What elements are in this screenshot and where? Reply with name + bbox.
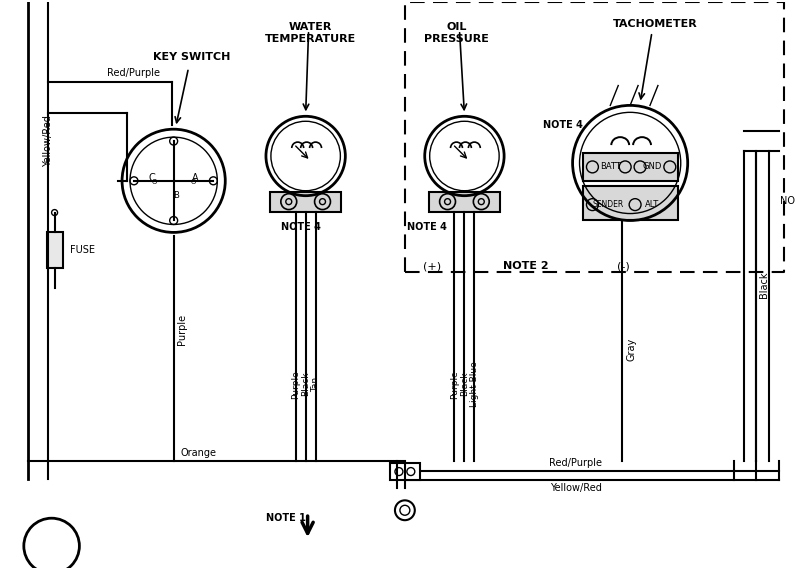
Text: NOTE 2: NOTE 2 <box>503 261 549 271</box>
Text: Red/Purple: Red/Purple <box>107 68 160 78</box>
Text: Tan: Tan <box>311 377 320 392</box>
Text: NOTE 4: NOTE 4 <box>407 222 447 233</box>
Text: Black: Black <box>759 272 769 298</box>
Text: NOTE 1: NOTE 1 <box>266 513 306 523</box>
Text: O: O <box>191 179 196 185</box>
Bar <box>390 463 420 481</box>
Text: O: O <box>151 179 157 185</box>
Text: Red/Purple: Red/Purple <box>549 458 602 467</box>
Bar <box>429 192 500 211</box>
Text: BATT: BATT <box>600 162 621 172</box>
Text: SENDER: SENDER <box>593 200 624 209</box>
Bar <box>583 153 678 181</box>
Text: WATER
TEMPERATURE: WATER TEMPERATURE <box>265 22 356 44</box>
Text: NOTE 4: NOTE 4 <box>543 120 583 130</box>
Text: (-): (-) <box>617 261 630 271</box>
Bar <box>47 233 63 268</box>
Text: Gray: Gray <box>626 338 636 361</box>
Text: Black: Black <box>460 372 469 397</box>
Text: NOTE 4: NOTE 4 <box>281 222 320 233</box>
Text: A: A <box>192 173 199 183</box>
Text: Light Blue: Light Blue <box>470 361 479 407</box>
Text: Orange: Orange <box>180 447 216 458</box>
Text: FUSE: FUSE <box>70 245 95 255</box>
Text: C: C <box>149 173 155 183</box>
Text: (+): (+) <box>423 261 440 271</box>
Text: Purple: Purple <box>291 370 301 398</box>
Text: KEY SWITCH: KEY SWITCH <box>153 52 231 62</box>
Bar <box>270 192 341 211</box>
Text: Purple: Purple <box>450 370 459 398</box>
Text: OIL
PRESSURE: OIL PRESSURE <box>424 22 489 44</box>
Bar <box>583 186 678 221</box>
Text: Yellow/Red: Yellow/Red <box>43 115 52 167</box>
Text: ALT: ALT <box>645 200 659 209</box>
Text: NO: NO <box>780 196 795 206</box>
Text: I: I <box>173 161 175 170</box>
Text: Black: Black <box>301 372 310 397</box>
Text: Purple: Purple <box>176 314 187 345</box>
Text: B: B <box>173 191 179 200</box>
Text: GND: GND <box>642 162 661 172</box>
Text: Yellow/Red: Yellow/Red <box>549 483 602 494</box>
Text: TACHOMETER: TACHOMETER <box>613 19 697 29</box>
